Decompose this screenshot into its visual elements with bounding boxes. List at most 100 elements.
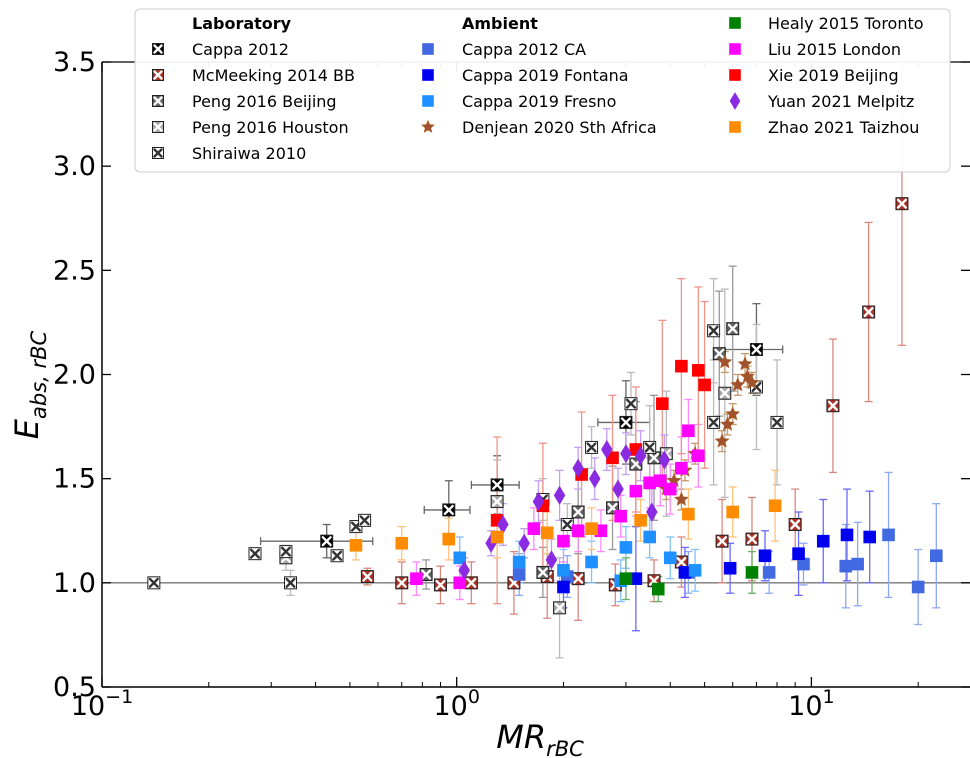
data-point bbox=[792, 547, 805, 560]
data-point bbox=[744, 374, 760, 390]
data-point bbox=[349, 539, 363, 552]
legend-marker bbox=[152, 69, 164, 81]
x-axis-label-main: MR bbox=[496, 718, 546, 756]
data-point bbox=[490, 478, 504, 492]
data-point bbox=[673, 491, 689, 506]
data-point bbox=[527, 522, 541, 535]
data-point bbox=[726, 505, 740, 519]
data-point bbox=[553, 485, 566, 505]
y-axis-label-sub: abs, rBC bbox=[27, 330, 51, 419]
data-point bbox=[692, 364, 705, 377]
legend-entry-label: Peng 2016 Beijing bbox=[192, 92, 337, 111]
data-point bbox=[749, 343, 763, 356]
data-point bbox=[453, 551, 467, 565]
data-point bbox=[698, 378, 711, 392]
data-point bbox=[557, 534, 570, 548]
legend-entry-label: McMeeking 2014 BB bbox=[192, 66, 355, 85]
axis-ticks: 0.5 1.0 1.5 2.0 2.5 3.0 3.5 10−1 100 101 bbox=[53, 47, 970, 722]
data-point bbox=[395, 576, 409, 590]
legend-marker bbox=[152, 43, 164, 55]
data-point bbox=[719, 416, 736, 431]
legend-entry-label: Zhao 2021 Taizhou bbox=[768, 118, 919, 137]
data-point bbox=[572, 458, 584, 478]
data-point bbox=[862, 305, 876, 319]
data-point bbox=[433, 578, 447, 592]
legend-entry-label: Cappa 2012 bbox=[192, 40, 289, 59]
data-point bbox=[279, 545, 293, 559]
data-point bbox=[692, 449, 705, 463]
data-point bbox=[930, 549, 943, 563]
y-axis-label: Eabs, rBC bbox=[8, 330, 51, 439]
y-axis-label-main: E bbox=[8, 418, 46, 439]
data-point bbox=[512, 555, 526, 569]
legend-marker bbox=[422, 69, 434, 81]
data-points bbox=[147, 197, 943, 615]
legend-marker bbox=[729, 17, 741, 29]
x-axis-label: MRrBC bbox=[496, 718, 584, 758]
data-point bbox=[571, 572, 585, 586]
data-point bbox=[532, 491, 545, 512]
data-point bbox=[745, 566, 759, 579]
data-point bbox=[624, 397, 638, 411]
data-point bbox=[358, 513, 372, 527]
data-point bbox=[453, 576, 467, 590]
data-point bbox=[643, 440, 657, 454]
data-point bbox=[395, 536, 409, 550]
legend-marker bbox=[729, 43, 741, 55]
data-point bbox=[826, 399, 840, 413]
legend-group-heading: Laboratory bbox=[192, 14, 292, 33]
data-point bbox=[560, 518, 574, 531]
data-point bbox=[863, 530, 876, 544]
data-point bbox=[682, 507, 695, 521]
legend-entry-label: Yuan 2021 Melpitz bbox=[767, 92, 914, 111]
legend-entry-label: Liu 2015 London bbox=[768, 40, 901, 59]
data-point bbox=[768, 499, 782, 513]
legend-entry-label: Cappa 2019 Fontana bbox=[462, 66, 629, 85]
data-point bbox=[737, 356, 753, 371]
data-point bbox=[726, 322, 740, 336]
data-point bbox=[840, 528, 854, 542]
data-point bbox=[715, 534, 729, 548]
data-point bbox=[458, 560, 470, 580]
legend-marker bbox=[152, 121, 164, 133]
data-point bbox=[663, 551, 677, 565]
data-point bbox=[816, 534, 830, 548]
data-point bbox=[745, 532, 759, 546]
legend-marker bbox=[152, 95, 164, 107]
data-point bbox=[442, 503, 456, 517]
legend: Laboratory Cappa 2012 McMeeking 2014 BB Pen… bbox=[134, 8, 951, 173]
legend-marker bbox=[729, 121, 741, 133]
data-point bbox=[619, 541, 633, 554]
data-point bbox=[490, 495, 504, 509]
data-point bbox=[540, 526, 554, 540]
data-point bbox=[619, 415, 633, 429]
data-point bbox=[410, 572, 423, 585]
data-point bbox=[248, 547, 262, 561]
data-point bbox=[718, 386, 732, 400]
data-point bbox=[545, 550, 558, 570]
data-point bbox=[612, 479, 624, 499]
legend-entry-label: Cappa 2012 CA bbox=[462, 40, 586, 59]
data-point bbox=[646, 502, 658, 522]
legend-box bbox=[134, 8, 951, 173]
data-point bbox=[571, 524, 585, 538]
legend-entry-label: Healy 2015 Toronto bbox=[768, 14, 924, 33]
legend-marker bbox=[729, 69, 741, 81]
data-point bbox=[643, 530, 656, 544]
data-point bbox=[585, 440, 599, 454]
data-point bbox=[675, 359, 688, 373]
data-point bbox=[619, 572, 633, 585]
data-point bbox=[723, 561, 737, 575]
data-point bbox=[717, 354, 733, 369]
data-point bbox=[585, 555, 598, 569]
data-point bbox=[464, 576, 478, 590]
y-tick-label: 1.0 bbox=[53, 568, 96, 599]
data-point bbox=[656, 397, 669, 410]
data-point bbox=[634, 446, 647, 466]
x-tick-label: 10−1 bbox=[71, 686, 133, 722]
data-point bbox=[512, 568, 526, 581]
data-point bbox=[663, 482, 677, 496]
data-point bbox=[651, 582, 665, 596]
data-point bbox=[442, 532, 456, 546]
